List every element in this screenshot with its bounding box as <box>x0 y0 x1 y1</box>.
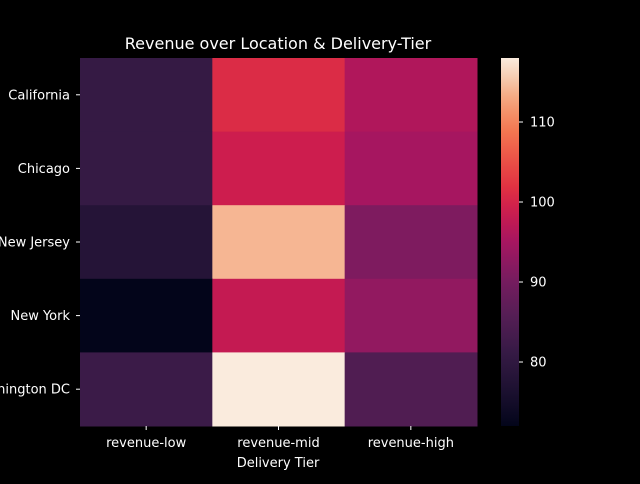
x-tick-label: revenue-mid <box>237 436 319 451</box>
x-axis-label: Delivery Tier <box>237 456 320 471</box>
colorbar-tick-label: 80 <box>530 356 547 371</box>
heatmap-cell <box>344 58 478 133</box>
heatmap-cells <box>80 58 478 427</box>
heatmap-cell <box>80 58 213 133</box>
heatmap-cell <box>344 205 478 280</box>
y-tick-label: California <box>8 88 70 103</box>
heatmap-cell <box>80 205 213 280</box>
heatmap-cell <box>212 352 346 427</box>
x-axis: revenue-low revenue-mid revenue-high <box>106 426 454 451</box>
y-tick-label: New York <box>10 309 70 324</box>
heatmap-cell <box>212 278 346 353</box>
heatmap-cell <box>80 278 213 353</box>
colorbar-gradient <box>501 58 519 426</box>
heatmap-cell <box>344 352 478 427</box>
colorbar-tick-label: 100 <box>530 196 555 211</box>
colorbar: 80 90 100 110 <box>501 58 555 426</box>
y-tick-label: Washington DC <box>0 383 70 398</box>
heatmap-cell <box>344 131 478 206</box>
y-tick-label: Chicago <box>18 162 70 177</box>
heatmap-cell <box>212 58 346 133</box>
heatmap-cell <box>212 205 346 280</box>
colorbar-tick-label: 90 <box>530 276 547 291</box>
x-tick-label: revenue-low <box>106 436 186 451</box>
colorbar-tick-label: 110 <box>530 116 555 131</box>
y-tick-label: New Jersey <box>0 236 70 251</box>
heatmap-cell <box>344 278 478 353</box>
heatmap-cell <box>80 131 213 206</box>
x-tick-label: revenue-high <box>368 436 454 451</box>
heatmap-cell <box>80 352 213 427</box>
y-axis: California Chicago New Jersey New York Washi… <box>0 88 80 398</box>
heatmap-cell <box>212 131 346 206</box>
chart-title: Revenue over Location & Delivery-Tier <box>125 34 432 53</box>
